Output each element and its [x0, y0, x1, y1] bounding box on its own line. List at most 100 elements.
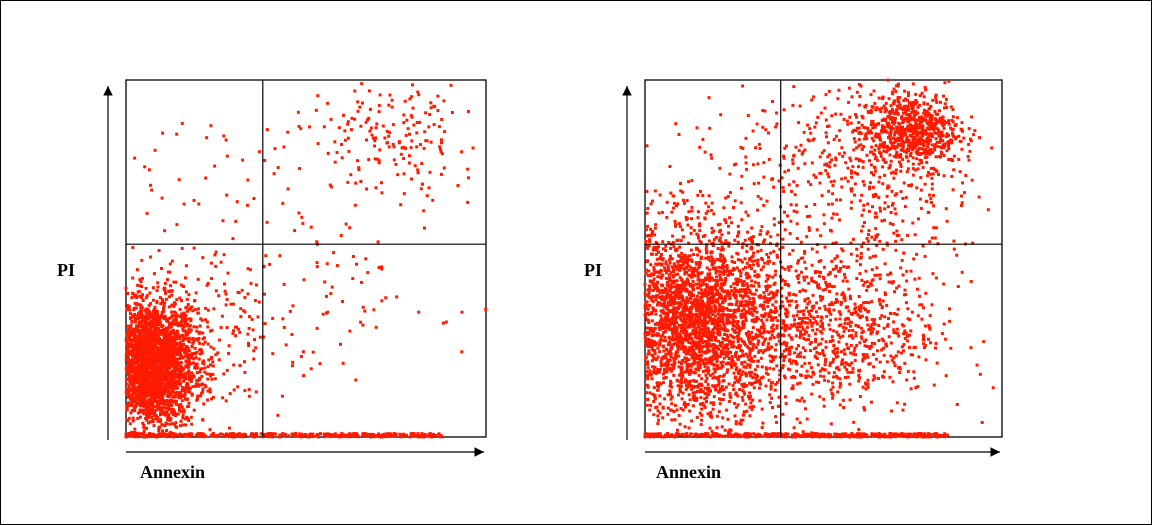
data-point [671, 240, 675, 244]
data-point [146, 409, 150, 413]
data-point [184, 371, 188, 375]
data-point [680, 228, 684, 232]
data-point [738, 326, 742, 330]
data-point [222, 372, 226, 376]
data-point [674, 312, 678, 315]
data-point [169, 351, 173, 355]
data-point [748, 353, 752, 357]
data-point [191, 341, 195, 345]
data-point [149, 365, 153, 369]
data-point [182, 376, 186, 379]
data-point [246, 267, 250, 271]
data-point [401, 433, 405, 436]
data-point [704, 256, 708, 260]
data-point [681, 190, 685, 194]
data-point [180, 366, 184, 370]
data-point [154, 336, 158, 340]
data-point [174, 424, 178, 428]
data-point [149, 329, 153, 333]
data-point [362, 433, 366, 437]
data-point [761, 421, 765, 425]
data-point [750, 279, 754, 283]
data-point [184, 329, 188, 333]
data-point [795, 417, 799, 421]
data-point [715, 426, 719, 430]
data-point [126, 292, 130, 295]
data-point [699, 423, 703, 427]
data-point [168, 382, 172, 385]
data-point [184, 276, 187, 280]
data-point [669, 283, 673, 287]
data-point [715, 319, 719, 323]
data-point [691, 332, 695, 336]
data-point [683, 401, 687, 405]
data-point [299, 435, 303, 438]
data-point [153, 363, 156, 367]
data-point [164, 356, 168, 360]
data-point [172, 354, 175, 358]
data-point [176, 363, 180, 367]
data-point [661, 247, 665, 251]
data-point [773, 273, 777, 277]
data-point [124, 435, 128, 439]
data-point [132, 332, 136, 336]
data-point [171, 422, 175, 426]
data-point [703, 294, 706, 298]
data-point [136, 328, 140, 332]
data-point [169, 417, 172, 421]
data-point [666, 266, 670, 270]
data-point [278, 254, 282, 258]
data-point [677, 294, 681, 298]
data-point [750, 307, 754, 311]
data-point [149, 399, 152, 403]
data-point [156, 381, 160, 385]
data-point [775, 380, 779, 384]
data-point [663, 317, 667, 320]
data-point [281, 201, 285, 205]
data-point [176, 342, 180, 346]
data-point [189, 353, 193, 357]
data-point [402, 145, 406, 149]
data-point [286, 187, 290, 191]
data-point [171, 395, 175, 399]
data-point [162, 315, 166, 319]
data-point [151, 314, 155, 318]
data-point [686, 223, 690, 227]
data-point [131, 400, 135, 404]
data-point [736, 252, 740, 256]
data-point [124, 338, 128, 342]
data-point [135, 356, 139, 360]
data-point [138, 352, 142, 356]
data-point [743, 257, 747, 261]
data-point [685, 359, 689, 363]
data-point [171, 432, 175, 435]
data-point [691, 341, 694, 345]
data-point [652, 368, 656, 372]
data-point [810, 324, 814, 328]
data-point [172, 361, 176, 365]
data-point [328, 183, 332, 187]
data-point [337, 126, 341, 130]
data-point [231, 331, 235, 335]
data-point [165, 360, 169, 364]
data-point [380, 191, 384, 195]
data-point [191, 309, 195, 313]
data-point [674, 306, 678, 310]
data-point [206, 365, 210, 369]
data-point [152, 348, 156, 352]
data-point [234, 334, 238, 338]
data-point [716, 247, 720, 250]
data-point [130, 382, 134, 386]
data-point [134, 372, 138, 376]
data-point [410, 115, 414, 119]
data-point [740, 383, 744, 387]
data-point [367, 89, 371, 93]
data-point [683, 282, 687, 286]
data-point [703, 365, 707, 369]
data-point [291, 360, 295, 364]
data-point [157, 338, 161, 342]
data-point [738, 375, 742, 379]
data-point [186, 339, 190, 342]
data-point [694, 326, 698, 330]
data-point [443, 130, 447, 134]
